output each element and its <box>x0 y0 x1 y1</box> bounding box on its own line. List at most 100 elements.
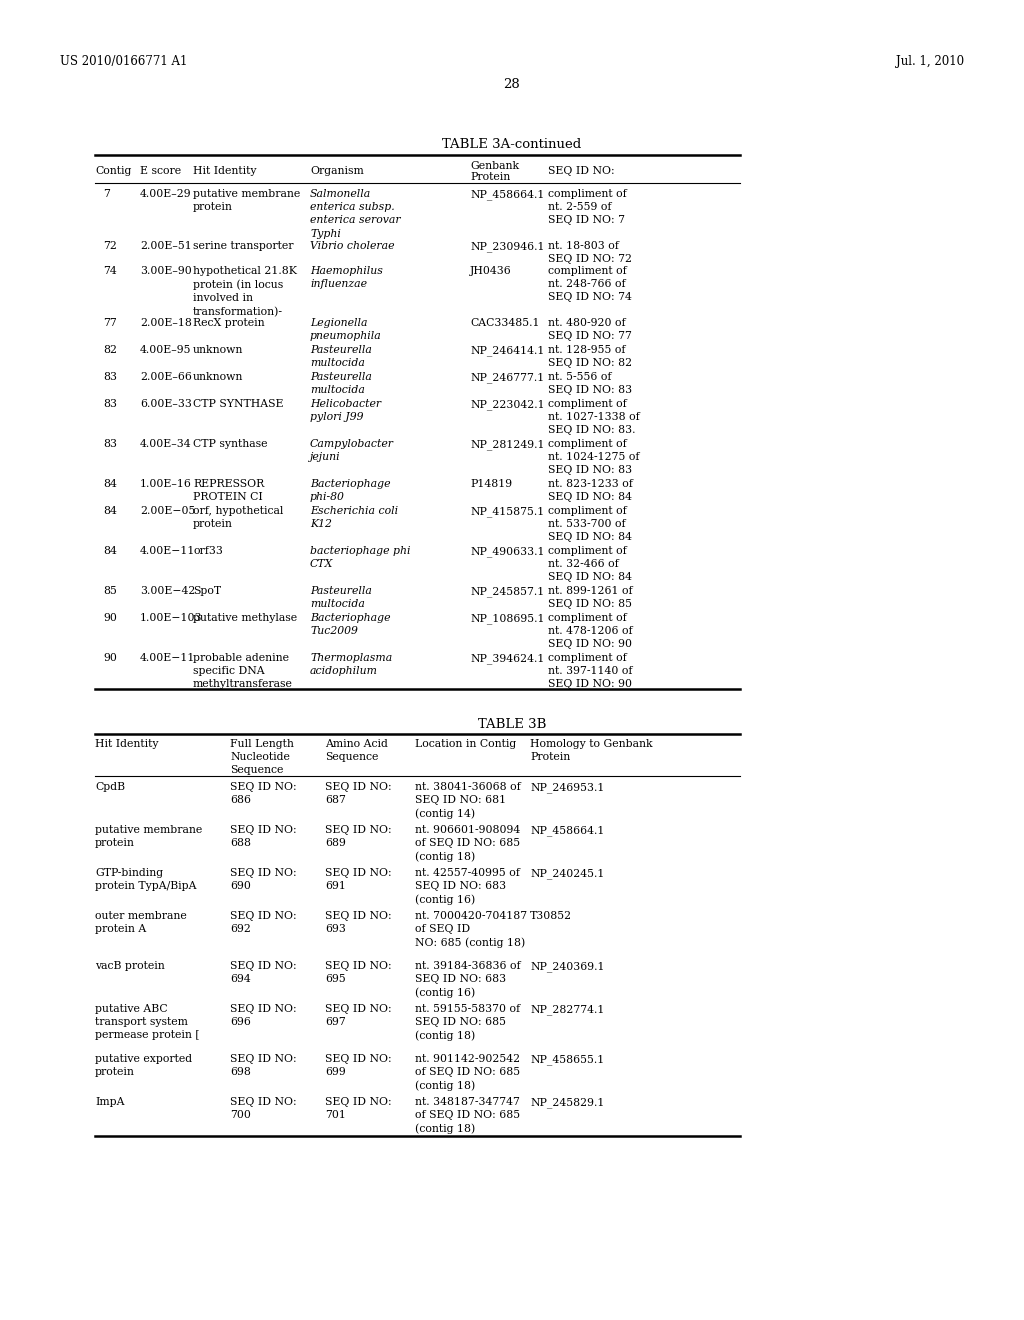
Text: nt. 906601-908094
of SEQ ID NO: 685
(contig 18): nt. 906601-908094 of SEQ ID NO: 685 (con… <box>415 825 520 862</box>
Text: CTP synthase: CTP synthase <box>193 440 267 449</box>
Text: Thermoplasma
acidophilum: Thermoplasma acidophilum <box>310 653 392 676</box>
Text: 6.00E–33: 6.00E–33 <box>140 399 191 409</box>
Text: SEQ ID NO:
700: SEQ ID NO: 700 <box>230 1097 297 1121</box>
Text: SEQ ID NO:: SEQ ID NO: <box>548 166 614 176</box>
Text: NP_490633.1: NP_490633.1 <box>470 546 545 557</box>
Text: NP_246777.1: NP_246777.1 <box>470 372 544 383</box>
Text: nt. 39184-36836 of
SEQ ID NO: 683
(contig 16): nt. 39184-36836 of SEQ ID NO: 683 (conti… <box>415 961 520 998</box>
Text: Bacteriophage
Tuc2009: Bacteriophage Tuc2009 <box>310 612 390 636</box>
Text: Pasteurella
multocida: Pasteurella multocida <box>310 345 372 368</box>
Text: 83: 83 <box>103 372 117 381</box>
Text: Hit Identity: Hit Identity <box>193 166 256 176</box>
Text: nt. 18-803 of
SEQ ID NO: 72: nt. 18-803 of SEQ ID NO: 72 <box>548 242 632 264</box>
Text: JH0436: JH0436 <box>470 267 512 276</box>
Text: CpdB: CpdB <box>95 781 125 792</box>
Text: SEQ ID NO:
687: SEQ ID NO: 687 <box>325 781 391 805</box>
Text: SEQ ID NO:
686: SEQ ID NO: 686 <box>230 781 297 805</box>
Text: 85: 85 <box>103 586 117 597</box>
Text: Organism: Organism <box>310 166 364 176</box>
Text: 84: 84 <box>103 546 117 556</box>
Text: SEQ ID NO:
693: SEQ ID NO: 693 <box>325 911 391 935</box>
Text: putative membrane
protein: putative membrane protein <box>193 189 300 213</box>
Text: SEQ ID NO:
690: SEQ ID NO: 690 <box>230 869 297 891</box>
Text: US 2010/0166771 A1: US 2010/0166771 A1 <box>60 55 187 69</box>
Text: 2.00E–18: 2.00E–18 <box>140 318 191 327</box>
Text: GTP-binding
protein TypA/BipA: GTP-binding protein TypA/BipA <box>95 869 197 891</box>
Text: hypothetical 21.8K
protein (in locus
involved in
transformation)-: hypothetical 21.8K protein (in locus inv… <box>193 267 297 317</box>
Text: outer membrane
protein A: outer membrane protein A <box>95 911 186 935</box>
Text: Full Length
Nucleotide
Sequence: Full Length Nucleotide Sequence <box>230 739 294 775</box>
Text: CAC33485.1: CAC33485.1 <box>470 318 540 327</box>
Text: putative exported
protein: putative exported protein <box>95 1053 193 1077</box>
Text: 4.00E−11: 4.00E−11 <box>140 546 196 556</box>
Text: Vibrio cholerae: Vibrio cholerae <box>310 242 394 251</box>
Text: Genbank: Genbank <box>470 161 519 172</box>
Text: SEQ ID NO:
691: SEQ ID NO: 691 <box>325 869 391 891</box>
Text: 90: 90 <box>103 653 117 663</box>
Text: 7: 7 <box>103 189 110 199</box>
Text: T30852: T30852 <box>530 911 572 921</box>
Text: vacB protein: vacB protein <box>95 961 165 972</box>
Text: NP_458664.1: NP_458664.1 <box>530 825 604 836</box>
Text: 1.00E–16: 1.00E–16 <box>140 479 191 488</box>
Text: 2.00E−05: 2.00E−05 <box>140 506 196 516</box>
Text: RecX protein: RecX protein <box>193 318 264 327</box>
Text: Escherichia coli
K12: Escherichia coli K12 <box>310 506 398 529</box>
Text: E score: E score <box>140 166 181 176</box>
Text: SEQ ID NO:
695: SEQ ID NO: 695 <box>325 961 391 985</box>
Text: 4.00E–34: 4.00E–34 <box>140 440 191 449</box>
Text: 4.00E−11: 4.00E−11 <box>140 653 196 663</box>
Text: probable adenine
specific DNA
methyltransferase: probable adenine specific DNA methyltran… <box>193 653 293 689</box>
Text: SEQ ID NO:
689: SEQ ID NO: 689 <box>325 825 391 849</box>
Text: nt. 899-1261 of
SEQ ID NO: 85: nt. 899-1261 of SEQ ID NO: 85 <box>548 586 633 610</box>
Text: NP_458664.1: NP_458664.1 <box>470 189 545 199</box>
Text: compliment of
nt. 478-1206 of
SEQ ID NO: 90: compliment of nt. 478-1206 of SEQ ID NO:… <box>548 612 633 649</box>
Text: orf33: orf33 <box>193 546 223 556</box>
Text: compliment of
nt. 248-766 of
SEQ ID NO: 74: compliment of nt. 248-766 of SEQ ID NO: … <box>548 267 632 302</box>
Text: NP_245829.1: NP_245829.1 <box>530 1097 604 1107</box>
Text: unknown: unknown <box>193 345 244 355</box>
Text: nt. 823-1233 of
SEQ ID NO: 84: nt. 823-1233 of SEQ ID NO: 84 <box>548 479 633 502</box>
Text: SEQ ID NO:
698: SEQ ID NO: 698 <box>230 1053 297 1077</box>
Text: 84: 84 <box>103 479 117 488</box>
Text: SEQ ID NO:
699: SEQ ID NO: 699 <box>325 1053 391 1077</box>
Text: 2.00E–66: 2.00E–66 <box>140 372 191 381</box>
Text: Helicobacter
pylori J99: Helicobacter pylori J99 <box>310 399 381 422</box>
Text: Contig: Contig <box>95 166 131 176</box>
Text: 72: 72 <box>103 242 117 251</box>
Text: SEQ ID NO:
696: SEQ ID NO: 696 <box>230 1005 297 1027</box>
Text: 77: 77 <box>103 318 117 327</box>
Text: SEQ ID NO:
697: SEQ ID NO: 697 <box>325 1005 391 1027</box>
Text: NP_415875.1: NP_415875.1 <box>470 506 544 516</box>
Text: NP_240369.1: NP_240369.1 <box>530 961 604 972</box>
Text: orf, hypothetical
protein: orf, hypothetical protein <box>193 506 284 529</box>
Text: Legionella
pneumophila: Legionella pneumophila <box>310 318 382 341</box>
Text: NP_394624.1: NP_394624.1 <box>470 653 545 664</box>
Text: compliment of
nt. 533-700 of
SEQ ID NO: 84: compliment of nt. 533-700 of SEQ ID NO: … <box>548 506 632 543</box>
Text: 83: 83 <box>103 399 117 409</box>
Text: 4.00E–95: 4.00E–95 <box>140 345 191 355</box>
Text: Salmonella
enterica subsp.
enterica serovar
Typhi: Salmonella enterica subsp. enterica sero… <box>310 189 400 239</box>
Text: Pasteurella
multocida: Pasteurella multocida <box>310 372 372 395</box>
Text: SEQ ID NO:
688: SEQ ID NO: 688 <box>230 825 297 849</box>
Text: Amino Acid
Sequence: Amino Acid Sequence <box>325 739 388 762</box>
Text: nt. 348187-347747
of SEQ ID NO: 685
(contig 18): nt. 348187-347747 of SEQ ID NO: 685 (con… <box>415 1097 520 1134</box>
Text: P14819: P14819 <box>470 479 512 488</box>
Text: nt. 7000420-704187
of SEQ ID
NO: 685 (contig 18): nt. 7000420-704187 of SEQ ID NO: 685 (co… <box>415 911 527 948</box>
Text: Location in Contig: Location in Contig <box>415 739 516 748</box>
Text: unknown: unknown <box>193 372 244 381</box>
Text: compliment of
nt. 1024-1275 of
SEQ ID NO: 83: compliment of nt. 1024-1275 of SEQ ID NO… <box>548 440 640 475</box>
Text: compliment of
nt. 2-559 of
SEQ ID NO: 7: compliment of nt. 2-559 of SEQ ID NO: 7 <box>548 189 627 226</box>
Text: TABLE 3A-continued: TABLE 3A-continued <box>442 139 582 150</box>
Text: 1.00E−103: 1.00E−103 <box>140 612 203 623</box>
Text: compliment of
nt. 397-1140 of
SEQ ID NO: 90: compliment of nt. 397-1140 of SEQ ID NO:… <box>548 653 633 689</box>
Text: SEQ ID NO:
701: SEQ ID NO: 701 <box>325 1097 391 1121</box>
Text: nt. 5-556 of
SEQ ID NO: 83: nt. 5-556 of SEQ ID NO: 83 <box>548 372 632 395</box>
Text: Campylobacter
jejuni: Campylobacter jejuni <box>310 440 394 462</box>
Text: Jul. 1, 2010: Jul. 1, 2010 <box>896 55 964 69</box>
Text: 84: 84 <box>103 506 117 516</box>
Text: NP_282774.1: NP_282774.1 <box>530 1005 604 1015</box>
Text: 4.00E–29: 4.00E–29 <box>140 189 191 199</box>
Text: Haemophilus
influenzae: Haemophilus influenzae <box>310 267 383 289</box>
Text: SEQ ID NO:
694: SEQ ID NO: 694 <box>230 961 297 985</box>
